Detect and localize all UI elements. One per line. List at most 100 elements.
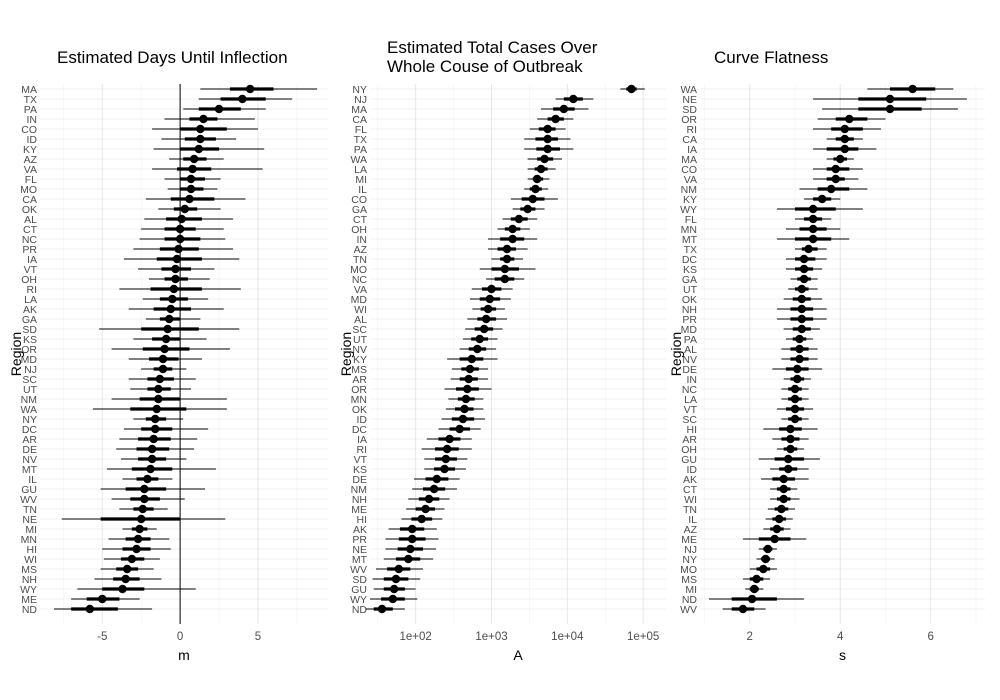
- estimate-point: [151, 414, 160, 424]
- estimate-point: [166, 304, 175, 314]
- estimate-point: [432, 474, 441, 484]
- region-label: SC: [682, 414, 697, 426]
- region-label: NJ: [684, 544, 697, 556]
- region-label: FL: [685, 214, 697, 226]
- region-label: GA: [352, 204, 367, 216]
- region-label: WA: [680, 84, 697, 96]
- estimate-point: [826, 184, 836, 194]
- region-label: TX: [24, 94, 37, 106]
- region-label: UT: [353, 334, 368, 346]
- region-label: WI: [354, 304, 367, 316]
- region-label: DE: [682, 364, 697, 376]
- region-label: VA: [684, 174, 697, 186]
- region-label: MD: [351, 294, 368, 306]
- region-label: OR: [681, 114, 697, 126]
- estimate-point: [840, 144, 849, 154]
- estimate-point: [845, 114, 854, 124]
- region-label: NH: [22, 574, 37, 586]
- region-label: GA: [682, 274, 697, 286]
- estimate-point: [540, 154, 549, 164]
- region-label: UT: [23, 384, 38, 396]
- region-label: IN: [687, 374, 698, 386]
- estimate-point: [406, 544, 415, 554]
- estimate-point: [155, 374, 165, 384]
- panel-1: MATXPAINCOIDKYAZVAFLMOCAOKALCTNCPRIAVTOH…: [8, 48, 328, 663]
- region-label: MO: [350, 264, 367, 276]
- region-label: AK: [683, 474, 697, 486]
- region-label: AK: [353, 524, 367, 536]
- region-label: CT: [683, 484, 698, 496]
- region-label: KS: [353, 464, 367, 476]
- region-label: MD: [681, 324, 698, 336]
- estimate-point: [790, 394, 800, 404]
- region-label: NC: [682, 384, 698, 396]
- estimate-point: [121, 574, 130, 584]
- estimate-point: [238, 94, 247, 104]
- region-label: ME: [21, 594, 37, 606]
- estimate-point: [388, 594, 398, 604]
- region-label: LA: [24, 294, 37, 306]
- region-label: PR: [352, 534, 367, 546]
- estimate-point: [543, 144, 552, 154]
- estimate-point: [790, 414, 800, 424]
- estimate-point: [514, 214, 524, 224]
- region-label: TX: [354, 134, 367, 146]
- estimate-point: [442, 444, 452, 454]
- estimate-point: [465, 364, 475, 374]
- estimate-point: [175, 234, 185, 244]
- region-label: IN: [357, 234, 368, 246]
- estimate-point: [473, 344, 482, 354]
- estimate-point: [531, 184, 540, 194]
- estimate-point: [85, 604, 95, 614]
- region-label: VA: [24, 164, 37, 176]
- region-label: CA: [352, 114, 367, 126]
- region-label: AZ: [24, 154, 38, 166]
- region-label: IA: [687, 144, 697, 156]
- region-label: NH: [352, 494, 367, 506]
- region-label: NE: [682, 94, 697, 106]
- estimate-point: [817, 194, 827, 204]
- estimate-point: [149, 434, 158, 444]
- estimate-point: [174, 244, 183, 254]
- estimate-point: [502, 254, 512, 264]
- estimate-point: [786, 434, 795, 444]
- estimate-point: [500, 274, 510, 284]
- estimate-point: [508, 224, 517, 234]
- region-label: OR: [351, 384, 367, 396]
- estimate-point: [417, 514, 426, 524]
- region-label: MT: [22, 464, 38, 476]
- estimate-point: [475, 334, 484, 344]
- region-label: LA: [354, 164, 367, 176]
- estimate-point: [429, 484, 439, 494]
- estimate-point: [500, 264, 510, 274]
- estimate-point: [133, 534, 143, 544]
- x-tick-label: 4: [837, 631, 844, 643]
- region-label: FL: [355, 124, 367, 136]
- estimate-point: [404, 554, 413, 564]
- region-label: NY: [682, 554, 697, 566]
- estimate-point: [808, 214, 818, 224]
- estimate-point: [779, 474, 788, 484]
- estimate-point: [485, 294, 495, 304]
- region-label: VT: [684, 404, 698, 416]
- region-label: GU: [351, 584, 367, 596]
- estimate-point: [795, 354, 804, 364]
- region-label: RI: [687, 124, 698, 136]
- region-label: NY: [352, 84, 367, 96]
- estimate-point: [808, 224, 818, 234]
- region-label: WY: [20, 584, 37, 596]
- panel-title: Estimated Total Cases Over: [387, 38, 598, 57]
- estimate-point: [772, 524, 782, 534]
- estimate-point: [172, 254, 182, 264]
- region-label: MA: [351, 104, 367, 116]
- x-tick-label: 0: [177, 631, 183, 643]
- estimate-point: [752, 574, 761, 584]
- estimate-point: [127, 554, 137, 564]
- region-label: MS: [351, 364, 367, 376]
- estimate-point: [199, 114, 208, 124]
- estimate-point: [158, 364, 168, 374]
- estimate-point: [186, 174, 196, 184]
- region-label: MD: [21, 354, 38, 366]
- estimate-point: [799, 254, 809, 264]
